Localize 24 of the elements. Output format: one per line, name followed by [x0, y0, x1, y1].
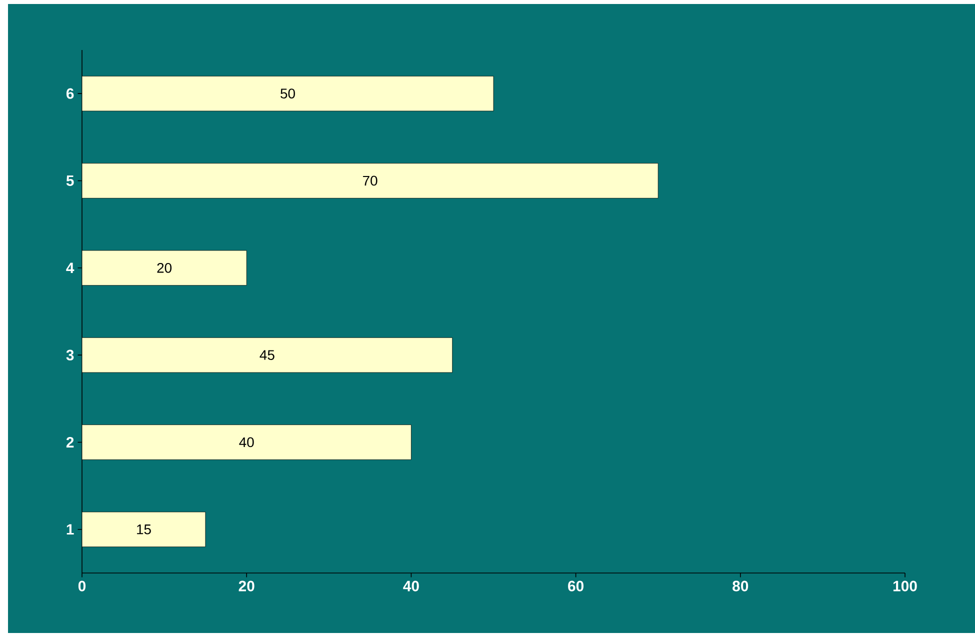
y-tick-label: 3	[66, 350, 74, 360]
x-tick-label: 60	[568, 580, 584, 592]
data-label: 70	[363, 176, 378, 186]
y-tick-label: 1	[66, 524, 74, 535]
y-tick-label: 5	[66, 176, 74, 186]
bar	[82, 250, 247, 286]
y-tick-label: 6	[66, 88, 74, 99]
y-tick-label: 4	[66, 262, 74, 274]
bar	[82, 76, 494, 112]
bar	[82, 424, 412, 460]
bar	[82, 163, 658, 198]
y-tick-label: 2	[66, 437, 74, 448]
x-tick-label: 20	[238, 580, 254, 592]
bar	[82, 337, 453, 373]
data-label: 15	[137, 524, 151, 534]
bar	[82, 512, 206, 548]
data-label: 50	[280, 88, 295, 99]
data-label: 40	[239, 437, 254, 448]
x-tick-label: 0	[78, 580, 86, 592]
x-tick-label: 40	[403, 580, 419, 592]
data-label: 45	[260, 350, 274, 360]
data-label: 20	[157, 262, 172, 273]
x-tick-label: 100	[893, 580, 917, 592]
x-tick-label: 80	[732, 580, 748, 592]
